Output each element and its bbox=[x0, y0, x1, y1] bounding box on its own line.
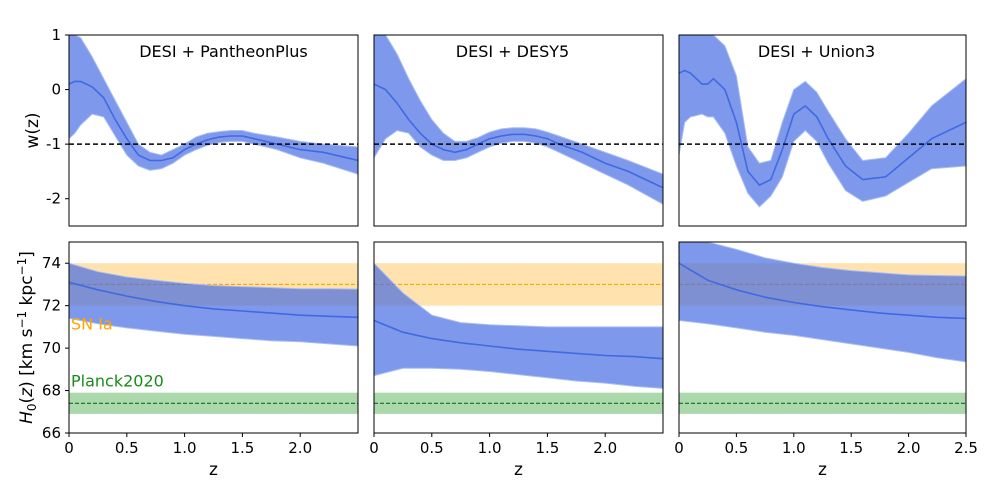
x-axis-label: z bbox=[514, 460, 523, 480]
median-line bbox=[374, 319, 663, 360]
y-tick-label: 66 bbox=[42, 424, 61, 442]
x-tick-label: 1.5 bbox=[230, 439, 254, 457]
y-tick-label: -2 bbox=[46, 190, 61, 208]
plot-area-w-2 bbox=[679, 35, 966, 208]
median-line bbox=[69, 281, 358, 319]
panel-frame bbox=[373, 241, 664, 434]
x-tick-label: 1.5 bbox=[535, 439, 559, 457]
uncertainty-band bbox=[374, 35, 663, 205]
panel-frame bbox=[678, 34, 967, 227]
x-tick-label: 2.0 bbox=[897, 439, 921, 457]
panel-title: DESI + Union3 bbox=[758, 42, 875, 61]
x-axis-label: z bbox=[209, 460, 218, 480]
planck-band bbox=[679, 392, 966, 414]
y-axis-label-w: w(z) bbox=[23, 112, 43, 148]
x-tick-label: 0 bbox=[369, 439, 379, 457]
panel-frame bbox=[373, 34, 664, 227]
panel-title: DESI + DESY5 bbox=[456, 42, 569, 61]
y-axis-label-h0: H0(z) [km s−1 kpc−1] bbox=[15, 251, 39, 424]
panel-frame bbox=[678, 241, 967, 434]
x-tick-label: 2.5 bbox=[954, 439, 978, 457]
y-tick-label: 72 bbox=[42, 297, 61, 315]
median-line bbox=[679, 262, 966, 320]
x-tick-label: 1.5 bbox=[839, 439, 863, 457]
uncertainty-band bbox=[69, 35, 358, 175]
plot-area-H0-0 bbox=[69, 262, 358, 414]
x-tick-label: 0 bbox=[64, 439, 74, 457]
y-tick-label: 0 bbox=[51, 81, 61, 99]
x-axis-label: z bbox=[818, 460, 827, 480]
plot-area-H0-1 bbox=[374, 262, 663, 414]
x-tick-label: 0 bbox=[674, 439, 684, 457]
y-tick-label: 70 bbox=[42, 339, 61, 357]
uncertainty-band bbox=[679, 242, 966, 363]
y-tick-label: 1 bbox=[51, 26, 61, 44]
x-tick-label: 1.0 bbox=[173, 439, 197, 457]
plot-area-w-0 bbox=[69, 35, 358, 175]
median-line bbox=[374, 83, 663, 189]
planck-label: Planck2020 bbox=[71, 372, 164, 391]
median-line bbox=[69, 80, 358, 162]
x-tick-label: 2.0 bbox=[593, 439, 617, 457]
y-tick-label: 68 bbox=[42, 382, 61, 400]
uncertainty-band bbox=[374, 262, 663, 389]
sn-ia-label: SN Ia bbox=[71, 315, 113, 334]
x-tick-label: 2.0 bbox=[288, 439, 312, 457]
plot-area-H0-2 bbox=[679, 242, 966, 414]
panel-frame bbox=[68, 241, 359, 434]
median-line bbox=[679, 69, 966, 187]
x-tick-label: 0.5 bbox=[115, 439, 139, 457]
x-tick-label: 0.5 bbox=[420, 439, 444, 457]
y-tick-label: -1 bbox=[46, 135, 61, 153]
y-tick-label: 74 bbox=[42, 254, 61, 272]
x-tick-label: 1.0 bbox=[782, 439, 806, 457]
uncertainty-band bbox=[69, 262, 358, 347]
panel-title: DESI + PantheonPlus bbox=[139, 42, 308, 61]
panel-frame bbox=[68, 34, 359, 227]
x-tick-label: 1.0 bbox=[478, 439, 502, 457]
plot-area-w-1 bbox=[374, 35, 663, 205]
x-tick-label: 0.5 bbox=[724, 439, 748, 457]
